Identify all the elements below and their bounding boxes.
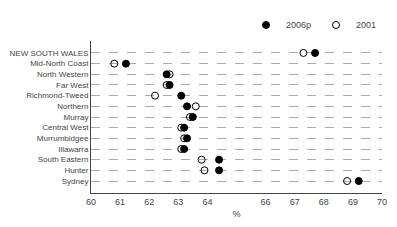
svg-text:66: 66	[261, 197, 271, 207]
svg-text:Central West: Central West	[42, 123, 89, 132]
svg-text:Murrumbidgee: Murrumbidgee	[37, 134, 89, 143]
svg-text:60: 60	[86, 197, 96, 207]
svg-text:Mid-North Coast: Mid-North Coast	[30, 59, 89, 68]
svg-text:Hunter: Hunter	[64, 166, 88, 175]
svg-text:NEW SOUTH WALES: NEW SOUTH WALES	[10, 49, 89, 58]
svg-text:Northern: Northern	[57, 102, 88, 111]
svg-text:68: 68	[319, 197, 329, 207]
svg-text:67: 67	[290, 197, 300, 207]
svg-text:63: 63	[173, 197, 183, 207]
svg-text:Richmond-Tweed: Richmond-Tweed	[26, 91, 88, 100]
svg-text:Far West: Far West	[56, 81, 89, 90]
svg-text:62: 62	[144, 197, 154, 207]
svg-text:64: 64	[202, 197, 212, 207]
svg-text:69: 69	[348, 197, 358, 207]
svg-text:%: %	[232, 209, 240, 219]
svg-text:North Western: North Western	[37, 70, 88, 79]
svg-text:Murray: Murray	[64, 113, 89, 122]
svg-text:61: 61	[115, 197, 125, 207]
svg-text:Illawarra: Illawarra	[58, 145, 89, 154]
svg-text:South Eastern: South Eastern	[38, 155, 89, 164]
svg-text:2001: 2001	[356, 20, 376, 30]
svg-text:Sydney: Sydney	[62, 177, 89, 186]
svg-text:2006p: 2006p	[286, 20, 311, 30]
svg-text:70: 70	[377, 197, 387, 207]
